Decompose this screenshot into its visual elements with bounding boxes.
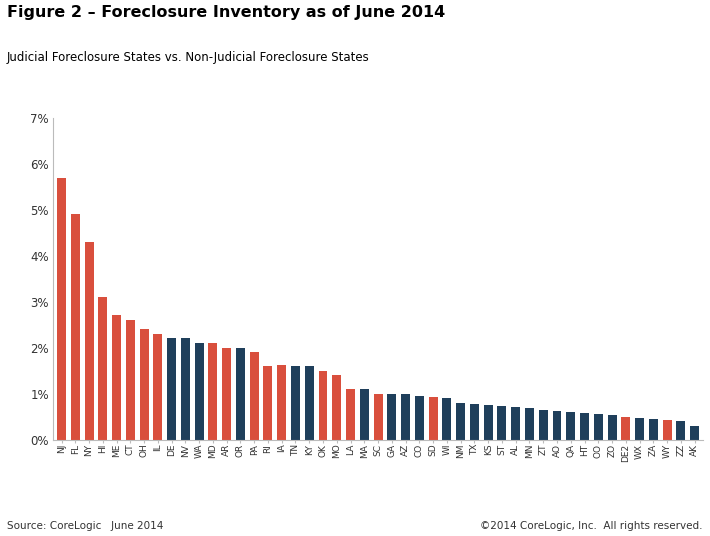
Bar <box>126 320 135 440</box>
Bar <box>442 398 452 440</box>
Bar <box>209 343 217 440</box>
Text: Figure 2 – Foreclosure Inventory as of June 2014: Figure 2 – Foreclosure Inventory as of J… <box>7 5 445 20</box>
Bar <box>263 366 273 440</box>
Bar <box>635 418 644 440</box>
Bar <box>498 406 506 440</box>
Bar <box>608 415 616 440</box>
Bar <box>112 316 121 440</box>
Bar <box>181 338 190 440</box>
Bar <box>484 405 493 440</box>
Bar <box>552 411 562 440</box>
Bar <box>649 419 658 440</box>
Bar <box>319 370 327 440</box>
Bar <box>429 397 437 440</box>
Bar <box>594 414 603 440</box>
Bar <box>690 426 699 440</box>
Bar <box>567 412 575 440</box>
Bar <box>470 404 479 440</box>
Bar <box>236 348 245 440</box>
Bar <box>250 352 258 440</box>
Bar <box>332 375 342 440</box>
Bar <box>291 366 300 440</box>
Bar <box>511 407 520 440</box>
Bar <box>153 334 163 440</box>
Bar <box>415 396 424 440</box>
Bar <box>373 393 383 440</box>
Bar <box>662 420 672 440</box>
Text: Judicial Foreclosure States vs. Non-Judicial Foreclosure States: Judicial Foreclosure States vs. Non-Judi… <box>7 51 370 64</box>
Bar <box>278 364 286 440</box>
Bar <box>401 394 410 440</box>
Bar <box>222 348 231 440</box>
Bar <box>457 403 465 440</box>
Bar <box>98 297 107 440</box>
Bar <box>621 416 630 440</box>
Bar <box>539 410 547 440</box>
Bar <box>360 389 368 440</box>
Bar <box>57 177 66 440</box>
Bar <box>388 393 396 440</box>
Bar <box>525 408 534 440</box>
Bar <box>580 413 589 440</box>
Bar <box>167 338 176 440</box>
Bar <box>195 343 204 440</box>
Text: Source: CoreLogic   June 2014: Source: CoreLogic June 2014 <box>7 520 163 531</box>
Bar <box>71 214 80 440</box>
Text: ©2014 CoreLogic, Inc.  All rights reserved.: ©2014 CoreLogic, Inc. All rights reserve… <box>481 520 703 531</box>
Bar <box>677 421 685 440</box>
Bar <box>84 242 94 440</box>
Bar <box>140 329 148 440</box>
Bar <box>346 389 355 440</box>
Bar <box>305 366 314 440</box>
